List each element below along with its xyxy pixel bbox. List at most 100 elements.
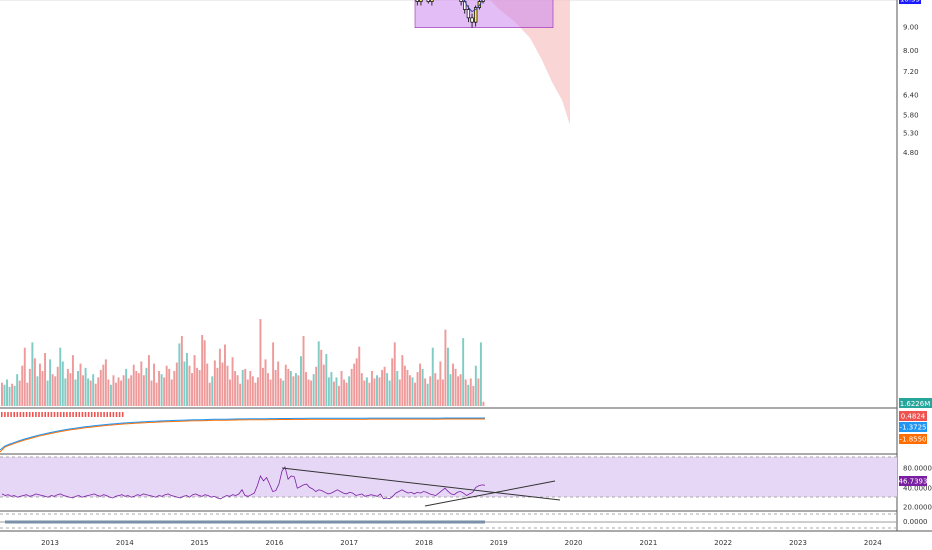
macd-histogram-bar: [7, 412, 9, 417]
macd-histogram-bar: [16, 412, 19, 417]
volume-bar: [109, 384, 112, 406]
price-tick-label: 8.00: [903, 47, 919, 55]
macd-histogram-bar: [81, 412, 84, 417]
macd-value-label: -1.3725: [899, 424, 926, 432]
price-tick-label: 9.00: [903, 24, 919, 32]
volume-bar: [56, 366, 59, 406]
volume-bar: [348, 376, 351, 406]
volume-bar: [185, 353, 188, 406]
volume-bar: [421, 368, 424, 406]
macd-histogram-bar: [63, 412, 65, 417]
price-tick-label: 5.30: [903, 129, 919, 137]
candle-body: [415, 0, 419, 2]
time-tick-label: 2023: [789, 539, 807, 547]
macd-histogram-bar: [28, 412, 31, 417]
rsi-value-badge: [899, 476, 927, 486]
volume-bar: [87, 378, 90, 406]
macd-histogram-bar: [41, 412, 43, 417]
candlestick-series: [415, 0, 485, 28]
volume-bar: [381, 369, 384, 406]
volume-bar: [365, 377, 368, 406]
volume-bar: [355, 358, 358, 406]
volume-bar: [82, 375, 85, 406]
volume-bar: [426, 383, 429, 406]
volume-bar: [147, 355, 150, 406]
volume-bar: [472, 385, 475, 406]
rsi-trendline-up[interactable]: [424, 480, 556, 507]
volume-value-badge: 1.6226M: [899, 398, 932, 408]
volume-bar: [31, 342, 34, 406]
volume-bar: [416, 372, 419, 406]
volume-bar: [201, 334, 204, 406]
volume-bar: [198, 369, 201, 406]
volume-bar: [51, 374, 54, 406]
volume-bar: [46, 380, 49, 406]
volume-bar: [343, 379, 346, 406]
volume-bar: [363, 380, 366, 406]
volume-bar: [132, 364, 135, 406]
rsi-trendline-down[interactable]: [281, 467, 561, 501]
price-tick-label: 5.80: [903, 111, 919, 119]
volume-bar: [3, 384, 6, 406]
volume-bar: [216, 367, 219, 406]
macd-histogram-bar: [44, 412, 46, 417]
volume-bar: [178, 343, 181, 406]
volume-bar: [213, 360, 216, 406]
rsi-tick-label: 20.0000: [903, 504, 932, 512]
volume-bar: [312, 374, 315, 406]
volume-bar: [92, 374, 95, 406]
volume-bar: [61, 361, 64, 406]
volume-bar: [345, 382, 348, 406]
volume-bar: [49, 359, 52, 406]
macd-histogram-bar: [115, 412, 118, 417]
volume-bar: [59, 347, 62, 406]
volume-bar: [11, 383, 14, 406]
candle-body: [481, 0, 485, 2]
volume-bar: [26, 382, 29, 406]
volume-bar: [376, 375, 378, 406]
volume-bar: [54, 376, 57, 406]
range-box-group: [414, 0, 554, 28]
volume-bar: [269, 379, 272, 406]
volume-bar: [317, 341, 320, 406]
macd-histogram-bar: [84, 412, 87, 417]
price-tick-label: 6.40: [903, 92, 919, 100]
macd-signal-line: [0, 418, 485, 453]
volume-bar: [424, 378, 427, 406]
volume-bar: [464, 379, 467, 406]
macd-histogram-bar: [112, 412, 115, 417]
volume-bar: [36, 376, 39, 406]
volume-bar: [307, 379, 310, 406]
volume-bar: [115, 382, 117, 406]
volume-bar: [104, 359, 107, 406]
rsi-series: [1, 466, 486, 500]
macd-histogram-bar: [22, 412, 25, 417]
macd-histogram-bar: [87, 412, 90, 417]
volume-bar: [300, 356, 302, 406]
volume-bar: [353, 363, 356, 406]
rsi-tick-label: 40.0000: [903, 485, 932, 493]
candle-body: [470, 17, 474, 23]
volume-bar: [69, 373, 72, 406]
volume-bar: [386, 373, 389, 406]
volume-bar: [452, 363, 454, 406]
range-box[interactable]: [414, 0, 554, 28]
volume-bar: [125, 368, 128, 406]
volume-bar: [33, 358, 36, 406]
volume-bar: [191, 373, 193, 406]
volume-bar: [401, 355, 404, 406]
macd-histogram-bar: [90, 412, 93, 417]
volume-bar: [193, 355, 196, 406]
macd-histogram-bar: [1, 412, 3, 417]
volume-bar: [322, 364, 325, 406]
volume-bar: [305, 372, 308, 406]
volume-bar: [436, 379, 439, 406]
rsi-line: [1, 466, 486, 500]
bottom-tick-label: 0.0000: [903, 518, 928, 526]
volume-bar: [150, 380, 153, 406]
volume-bar: [289, 371, 292, 406]
time-tick-label: 2022: [714, 539, 732, 547]
volume-bar: [457, 376, 460, 406]
volume-bar: [175, 362, 178, 406]
